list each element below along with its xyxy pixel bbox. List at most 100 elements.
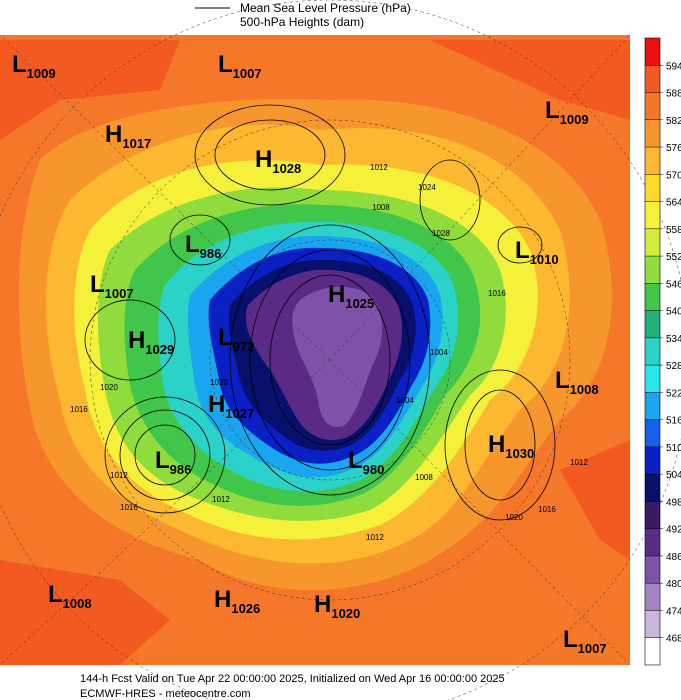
pressure-system: H1026	[214, 586, 260, 616]
legend-line-label: Mean Sea Level Pressure (hPa)	[240, 1, 411, 15]
footer-line: ECMWF-HRES - meteocentre.com	[80, 688, 251, 700]
colorbar-swatch	[645, 446, 660, 475]
pressure-system: L1009	[545, 97, 589, 127]
system-type: L	[218, 324, 233, 351]
system-type: L	[563, 626, 578, 653]
colorbar-swatch	[645, 528, 660, 557]
colorbar-label: 492	[666, 525, 681, 536]
system-value: 1007	[233, 66, 262, 81]
colorbar-label: 534	[666, 334, 681, 345]
colorbar-label: 540	[666, 307, 681, 318]
pressure-system: L1009	[12, 51, 56, 81]
isobars	[84, 104, 556, 521]
pressure-system: L1010	[515, 237, 559, 267]
colorbar-swatch	[645, 228, 660, 257]
warm-region	[0, 40, 630, 665]
colorbar-swatch	[645, 119, 660, 148]
contour-label: 1012	[110, 471, 128, 480]
contour-label: 1024	[418, 183, 436, 192]
system-type: H	[208, 391, 225, 418]
colorbar-label: 468	[666, 634, 681, 645]
colorbar-label: 582	[666, 116, 681, 127]
colorbar-label: 570	[666, 170, 681, 181]
colorbar-label: 576	[666, 143, 681, 154]
contour-label: 1020	[100, 383, 118, 392]
system-type: H	[214, 586, 231, 613]
contour-label: 1012	[366, 533, 384, 542]
contour-label: 1016	[538, 505, 556, 514]
colorbar-swatch	[645, 256, 660, 284]
colorbar-swatch	[645, 365, 660, 393]
colorbar-label: 552	[666, 252, 681, 263]
colorbar-label: 474	[666, 606, 681, 617]
colorbar-label: 558	[666, 225, 681, 236]
colorbar-swatch	[645, 501, 660, 529]
system-value: 1008	[570, 382, 599, 397]
system-value: 1007	[105, 286, 134, 301]
colorbar-label: 510	[666, 443, 681, 454]
pressure-system: H1020	[314, 591, 360, 621]
contour-label: 1004	[430, 348, 448, 357]
colorbar-swatch	[645, 419, 660, 448]
contour-label: 1004	[396, 396, 414, 405]
contour-label: 1008	[415, 473, 433, 482]
system-value: 1025	[345, 296, 374, 311]
colorbar-label: 486	[666, 552, 681, 563]
colorbar-label: 546	[666, 279, 681, 290]
colorbar-label: 480	[666, 579, 681, 590]
system-value: 1027	[225, 406, 254, 421]
colorbar-frame	[644, 37, 661, 666]
system-type: H	[255, 146, 272, 173]
colorbar-label: 522	[666, 388, 681, 399]
colorbar-swatch	[645, 147, 660, 175]
system-type: L	[348, 447, 363, 474]
colorbar-label: 594	[666, 61, 681, 72]
system-type: L	[155, 447, 170, 474]
system-type: H	[328, 281, 345, 308]
system-type: L	[90, 271, 105, 298]
contour-label: 1020	[210, 378, 228, 387]
colorbar-label: 504	[666, 470, 681, 481]
colorbar-swatch	[645, 555, 660, 584]
system-value: 1026	[231, 601, 260, 616]
system-type: H	[314, 591, 331, 618]
pressure-system: H1017	[105, 121, 151, 151]
colorbar-swatch	[645, 392, 660, 420]
system-value: 1028	[272, 161, 301, 176]
colorbar-label: 516	[666, 416, 681, 427]
pressure-system: L986	[185, 231, 221, 261]
pressure-system: L1007	[563, 626, 607, 656]
colorbar-swatch	[645, 201, 660, 230]
pressure-system: L980	[348, 447, 384, 477]
colorbar-label: 498	[666, 497, 681, 508]
system-value: 986	[170, 462, 192, 477]
colorbar-label: 564	[666, 198, 681, 209]
system-type: L	[515, 237, 530, 264]
contour-label: 1028	[432, 229, 450, 238]
pressure-system: L1007	[90, 271, 134, 301]
pressure-system: H1027	[208, 391, 254, 421]
system-value: 1010	[530, 252, 559, 267]
pressure-system: L986	[155, 447, 191, 477]
contour-label: 1020	[505, 513, 523, 522]
colorbar-swatch	[645, 92, 660, 121]
system-value: 986	[200, 246, 222, 261]
colorbar-swatch	[645, 283, 660, 311]
colorbar-swatch	[645, 337, 660, 366]
contour-label: 1016	[120, 503, 138, 512]
system-type: H	[128, 327, 145, 354]
pressure-system: H1030	[488, 431, 534, 461]
system-type: L	[545, 97, 560, 124]
colorbar-swatch	[645, 474, 660, 502]
system-value: 1008	[63, 596, 92, 611]
legend-fill-label: 500-hPa Heights (dam)	[240, 15, 364, 29]
pressure-system: L972	[218, 324, 254, 354]
height-band	[292, 286, 382, 428]
contour-label: 1012	[370, 163, 388, 172]
system-value: 1017	[122, 136, 151, 151]
colorbar-swatch	[645, 637, 660, 666]
